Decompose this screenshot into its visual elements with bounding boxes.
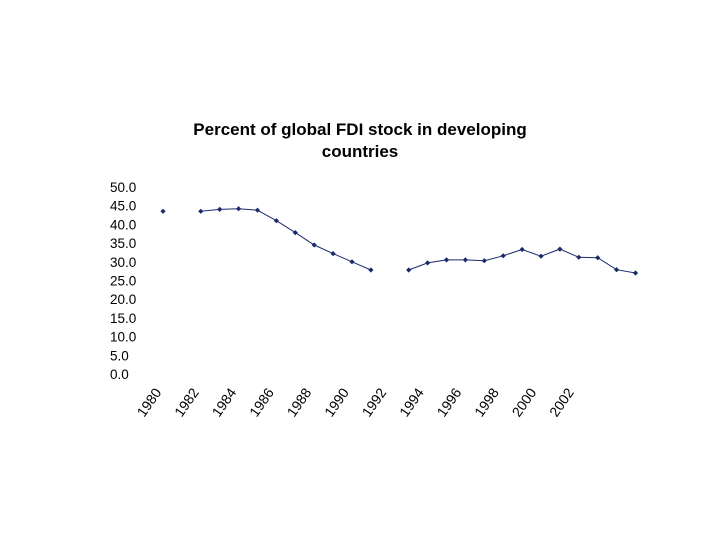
data-point [576, 254, 582, 260]
data-point [481, 258, 487, 264]
data-point [538, 253, 544, 259]
data-point [595, 255, 601, 261]
data-point [632, 270, 639, 276]
data-point [443, 257, 450, 263]
x-tick-label: 1998 [471, 385, 502, 420]
x-tick-label: 1996 [433, 385, 464, 420]
x-tick-label: 1992 [358, 385, 389, 420]
series-line [200, 208, 636, 274]
x-tick-label: 1984 [208, 385, 239, 420]
x-tick-label: 1988 [283, 385, 314, 420]
x-tick-label: 2002 [546, 385, 577, 420]
y-tick-label: 40.0 [110, 217, 136, 232]
data-point [614, 267, 620, 273]
x-tick-label: 1990 [321, 385, 352, 420]
series-line-segment [408, 248, 636, 274]
data-point [273, 218, 279, 224]
data-point [462, 257, 468, 263]
data-point [254, 207, 261, 213]
x-axis-ticks: 1980 1982 1984 1986 1988 1990 1992 1994 1996 1998… [133, 385, 577, 420]
x-tick-label: 1986 [246, 385, 277, 420]
y-tick-label: 25.0 [110, 274, 136, 289]
data-point [349, 259, 355, 265]
series-points [160, 206, 639, 276]
data-point [236, 206, 242, 212]
x-tick-label: 2000 [508, 385, 539, 420]
y-tick-label: 15.0 [110, 311, 136, 326]
y-tick-label: 35.0 [110, 236, 136, 251]
data-point [519, 246, 525, 253]
y-tick-label: 30.0 [110, 255, 136, 270]
data-point [311, 242, 317, 248]
y-tick-label: 20.0 [110, 292, 136, 307]
x-tick-label: 1980 [133, 385, 164, 420]
series-line-segment [200, 208, 372, 271]
chart-title-line-1: Percent of global FDI stock in developin… [193, 120, 526, 139]
x-tick-label: 1994 [396, 385, 427, 420]
chart-title-line-2: countries [322, 142, 399, 161]
data-point [557, 246, 563, 252]
data-point [160, 208, 166, 214]
y-tick-label: 45.0 [110, 199, 136, 214]
data-point [217, 206, 223, 212]
y-tick-label: 10.0 [110, 330, 136, 345]
data-point [198, 208, 204, 214]
data-point [500, 253, 506, 259]
data-point [425, 260, 431, 266]
data-point [292, 230, 298, 236]
data-point [368, 267, 374, 273]
y-axis-ticks: 50.0 45.0 40.0 35.0 30.0 25.0 20.0 15.0 10.0 5.0 0… [110, 180, 136, 382]
y-tick-label: 5.0 [110, 348, 129, 363]
y-tick-label: 0.0 [110, 367, 129, 382]
y-tick-label: 50.0 [110, 180, 136, 195]
x-tick-label: 1982 [171, 385, 202, 420]
data-point [330, 251, 336, 257]
data-point [406, 267, 412, 273]
